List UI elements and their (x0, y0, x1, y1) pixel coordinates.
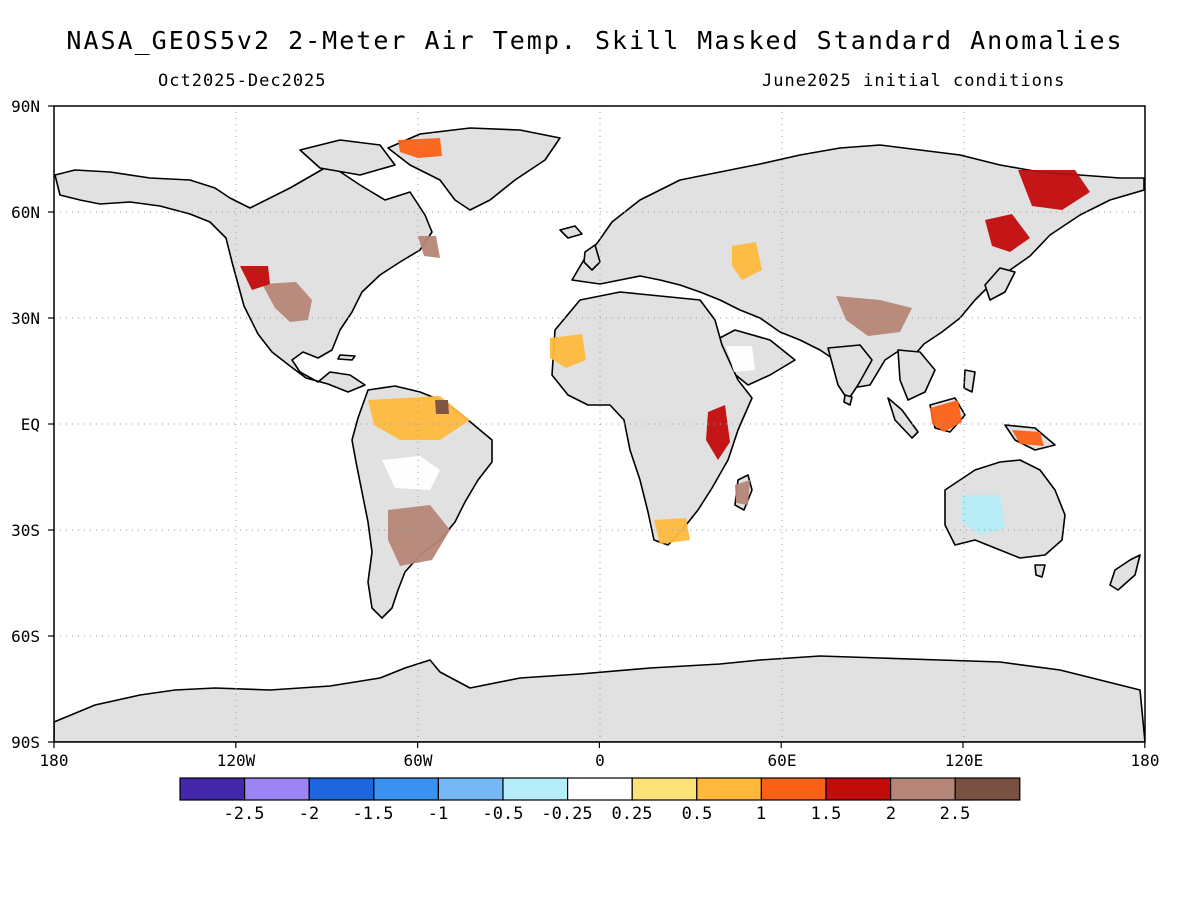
colorbar-label: 0.25 (612, 804, 653, 824)
colorbar-label: 2.5 (940, 804, 971, 824)
lat-label-60s: 60S (11, 627, 40, 646)
anomaly-new-guinea (1012, 430, 1044, 446)
colorbar-swatch (760, 777, 827, 801)
north-america-landmass (54, 164, 433, 393)
anomaly-guianas (435, 400, 449, 414)
colorbar-swatch (631, 777, 698, 801)
british-isles-landmass (583, 244, 601, 271)
anomaly-tibetan-plateau (836, 296, 912, 336)
lon-label-180w: 180 (40, 751, 69, 770)
colorbar-label: -0.5 (483, 804, 524, 824)
indian-peninsula-landmass (827, 344, 873, 401)
latitude-labels: 90N 60N 30N EQ 30S 60S 90S (11, 97, 40, 752)
lat-label-eq: EQ (21, 415, 40, 434)
anomaly-east-africa (706, 405, 730, 460)
anomaly-southern-great-plains (240, 266, 270, 290)
colorbar-labels: -2.5 -2 -1.5 -1 -0.5 -0.25 0.25 0.5 1 1.… (224, 804, 971, 824)
anomaly-layer (240, 138, 1090, 566)
lat-label-90s: 90S (11, 733, 40, 752)
anomaly-newfoundland (418, 236, 440, 258)
antarctica-landmass (54, 655, 1145, 742)
lat-label-90n: 90N (11, 97, 40, 116)
japan-landmass (984, 267, 1016, 301)
anomaly-madagascar (735, 480, 750, 505)
colorbar-swatch (696, 777, 762, 801)
lon-label-60e: 60E (768, 751, 797, 770)
sumatra-landmass (887, 397, 919, 439)
australia-landmass (944, 459, 1066, 559)
land-layer (54, 127, 1145, 742)
lon-label-120e: 120E (945, 751, 984, 770)
anomaly-central-mexico-sw-united-states (262, 282, 312, 322)
colorbar-label: 2 (886, 804, 896, 824)
graticule (54, 106, 1145, 742)
colorbar-swatch (889, 777, 956, 801)
anomaly-northeast-siberia (1018, 170, 1090, 210)
colorbar-label: -2.5 (224, 804, 265, 824)
lat-label-60n: 60N (11, 203, 40, 222)
lon-label-60w: 60W (404, 751, 433, 770)
colorbar (179, 777, 1021, 801)
anomaly-central-south-america (382, 456, 440, 490)
forecast-period: Oct2025-Dec2025 (158, 71, 327, 91)
colorbar-label: -0.25 (541, 804, 592, 824)
colorbar-label: 1.5 (811, 804, 842, 824)
colorbar-swatch (566, 777, 633, 801)
colorbar-swatch (954, 777, 1021, 801)
anomaly-southern-africa (654, 518, 690, 544)
anomaly-greenland-coast (398, 138, 442, 158)
colorbar-swatch (502, 777, 569, 801)
colorbar-label: 1 (756, 804, 766, 824)
colorbar-label: -2 (299, 804, 319, 824)
tasmania-landmass (1034, 564, 1046, 578)
new-zealand-landmass (1109, 554, 1141, 591)
sri-lanka-landmass (843, 394, 853, 406)
colorbar-swatch (373, 777, 439, 801)
colorbar-label: -1 (428, 804, 448, 824)
iceland-landmass (559, 225, 583, 239)
lon-label-0: 0 (595, 751, 605, 770)
anomaly-western-australia (962, 495, 1005, 535)
lat-label-30s: 30S (11, 521, 40, 540)
lon-label-120w: 120W (217, 751, 256, 770)
anomaly-eastern-siberia (985, 214, 1030, 252)
southeast-asia-landmass (897, 349, 936, 401)
lat-label-30n: 30N (11, 309, 40, 328)
colorbar-swatch (308, 777, 375, 801)
anomaly-west-africa-coast (550, 334, 586, 368)
longitude-labels: 180 120W 60W 0 60E 120E 180 (40, 751, 1160, 770)
colorbar-swatch (179, 777, 246, 801)
africa-landmass (551, 291, 753, 546)
anomaly-northern-argentina-paraguay (388, 505, 450, 566)
caribbean-landmass (337, 354, 356, 361)
colorbar-label: 0.5 (682, 804, 713, 824)
anomaly-arabian-peninsula (726, 346, 755, 372)
map-title: NASA_GEOS5v2 2-Meter Air Temp. Skill Mas… (66, 26, 1124, 55)
colorbar-swatch (825, 777, 892, 801)
lon-label-180e: 180 (1131, 751, 1160, 770)
colorbar-swatch (244, 777, 310, 801)
colorbar-label: -1.5 (353, 804, 394, 824)
colorbar-swatch (437, 777, 504, 801)
canadian-arctic-islands-landmass (299, 139, 396, 176)
initial-conditions: June2025 initial conditions (762, 71, 1066, 91)
anomaly-kazakhstan (732, 242, 762, 280)
